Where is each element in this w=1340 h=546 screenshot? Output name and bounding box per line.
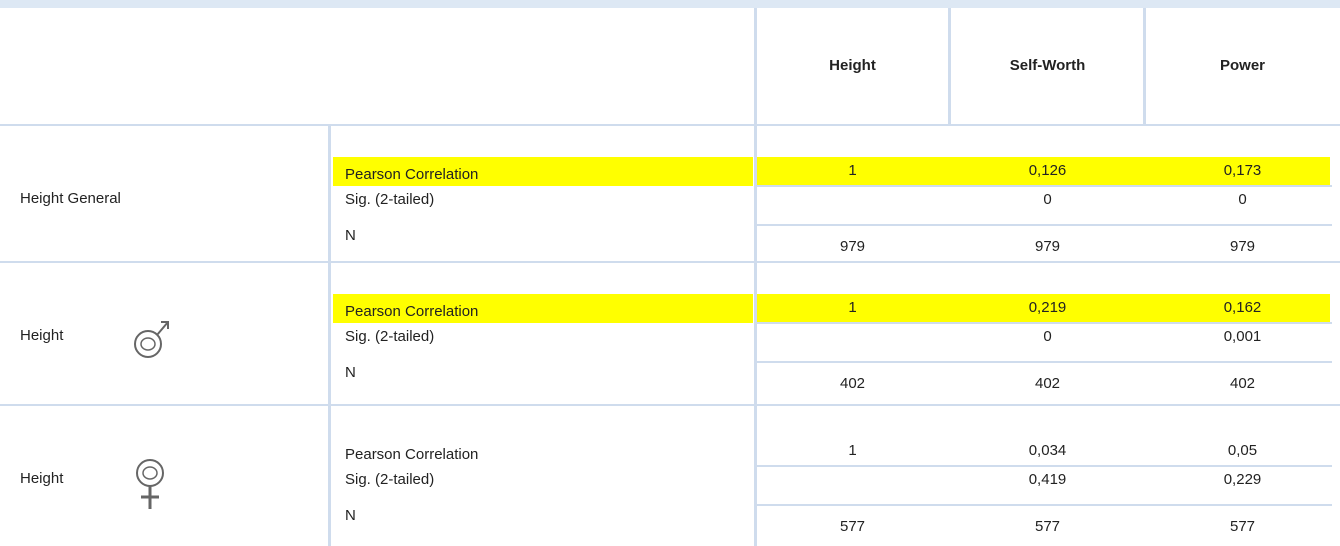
row-highlight [333, 157, 753, 186]
column-line [328, 405, 331, 546]
column-header: Height [829, 57, 876, 74]
row-label: Sig. (2-tailed) [345, 328, 435, 345]
header-line [0, 124, 1340, 126]
column-header: Power [1219, 57, 1265, 74]
cell-value: 1 [848, 162, 857, 179]
row-highlight [333, 294, 753, 323]
cell-value: 0,419 [1028, 471, 1067, 488]
cell-value: 402 [1229, 375, 1256, 392]
cell-value: 0,173 [1223, 162, 1262, 179]
cell-value: 577 [1229, 518, 1256, 535]
cell-line [757, 504, 1332, 506]
cell-value: 1 [848, 299, 857, 316]
cell-value: 402 [839, 375, 866, 392]
column-line [754, 8, 757, 546]
row-label: N [345, 227, 356, 244]
row-highlight [757, 157, 1330, 186]
column-line [1143, 8, 1146, 125]
cell-value: 0 [1238, 191, 1247, 208]
column-line [948, 8, 951, 125]
cell-value: 0,126 [1028, 162, 1067, 179]
cell-value: 1 [848, 442, 857, 459]
cell-value: 577 [839, 518, 866, 535]
row-label: Pearson Correlation [345, 446, 479, 463]
group-line [0, 261, 1340, 263]
cell-value: 0 [1043, 191, 1052, 208]
row-highlight [757, 294, 1330, 323]
row-label: Sig. (2-tailed) [345, 471, 435, 488]
cell-value: 0,001 [1223, 328, 1262, 345]
row-label: N [345, 364, 356, 381]
cell-value: 0,162 [1223, 299, 1262, 316]
cell-line [757, 322, 1332, 324]
cell-line [757, 361, 1332, 363]
column-line [328, 125, 331, 262]
column-header: Self-Worth [1009, 57, 1086, 74]
group-label: Height [20, 327, 64, 344]
cell-value: 0,229 [1223, 471, 1262, 488]
cell-value: 979 [1034, 238, 1061, 255]
cell-value: 0,034 [1028, 442, 1067, 459]
cell-value: 577 [1034, 518, 1061, 535]
row-label: N [345, 507, 356, 524]
row-label: Pearson Correlation [345, 303, 479, 320]
cell-line [757, 185, 1332, 187]
column-line [328, 262, 331, 405]
gender-icon [128, 457, 178, 517]
cell-value: 402 [1034, 375, 1061, 392]
row-label: Sig. (2-tailed) [345, 191, 435, 208]
gender-icon [128, 314, 178, 368]
cell-value: 979 [1229, 238, 1256, 255]
cell-line [757, 224, 1332, 226]
cell-value: 979 [839, 238, 866, 255]
group-label: Height General [20, 190, 121, 207]
cell-value: 0 [1043, 328, 1052, 345]
group-label: Height [20, 470, 64, 487]
cell-line [757, 465, 1332, 467]
group-line [0, 404, 1340, 406]
cell-value: 0,05 [1227, 442, 1258, 459]
cell-value: 0,219 [1028, 299, 1067, 316]
top-band [0, 0, 1340, 8]
row-label: Pearson Correlation [345, 166, 479, 183]
